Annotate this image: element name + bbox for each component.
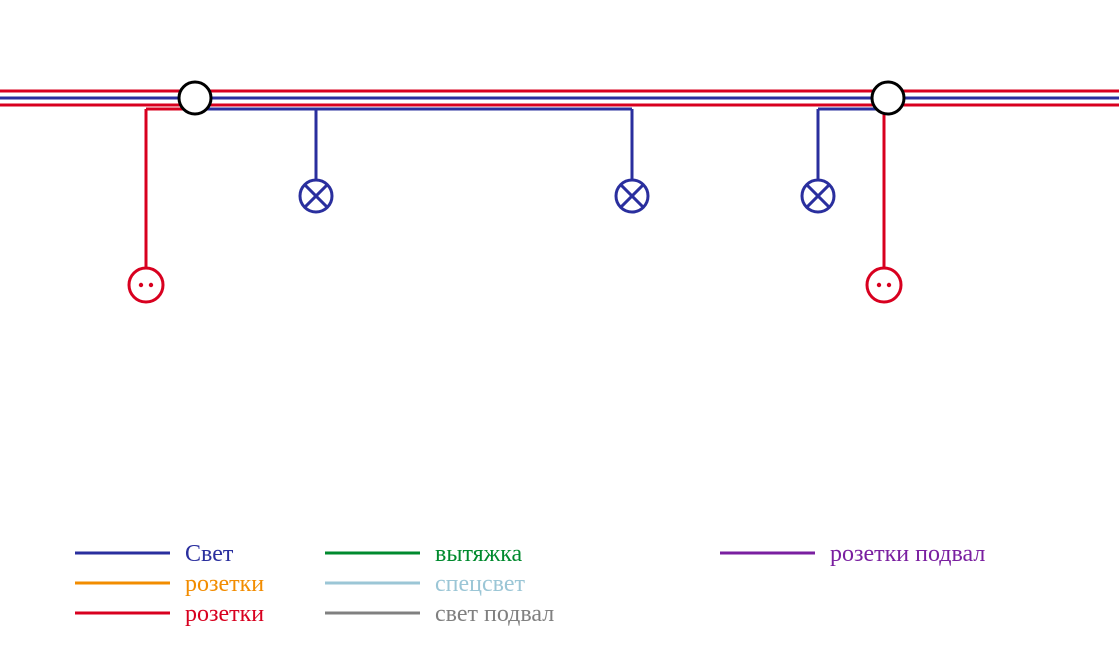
legend-label: розетки подвал xyxy=(830,541,985,567)
legend-label: Свет xyxy=(185,541,234,567)
legend-label: розетки xyxy=(185,571,264,597)
wiring-diagram: Свет розетки розетки вытяжка спецсвет свет по… xyxy=(0,0,1119,646)
junction-0 xyxy=(179,82,211,114)
junction-1 xyxy=(872,82,904,114)
socket-icon-0 xyxy=(129,268,163,302)
lamp-icon-1 xyxy=(616,180,648,212)
socket-symbols xyxy=(129,268,901,302)
drop-wires xyxy=(146,109,888,268)
legend: Свет розетки розетки вытяжка спецсвет свет по… xyxy=(75,541,985,627)
socket-icon-1 xyxy=(867,268,901,302)
lamp-icon-0 xyxy=(300,180,332,212)
lamp-icon-2 xyxy=(802,180,834,212)
lamp-symbols xyxy=(300,180,834,212)
legend-label: свет подвал xyxy=(435,601,554,627)
legend-label: вытяжка xyxy=(435,541,523,567)
legend-label: розетки xyxy=(185,601,264,627)
bus-wires xyxy=(0,91,1119,105)
legend-label: спецсвет xyxy=(435,571,525,597)
